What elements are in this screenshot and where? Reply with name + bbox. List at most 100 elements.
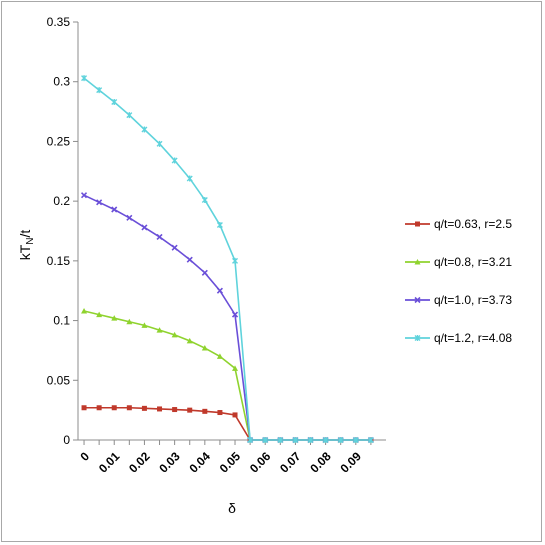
x-tick-label: 0.01 — [96, 449, 123, 476]
legend-label: q/t=0.63, r=2.5 — [434, 217, 512, 231]
data-point — [277, 437, 284, 443]
x-tick-label: 0.09 — [338, 449, 365, 476]
data-point — [307, 437, 314, 443]
data-point — [111, 315, 118, 321]
y-axis-title-base: kT — [17, 244, 33, 260]
x-axis: 0 0.01 0.02 0.03 0.04 0.05 0.06 0.07 0.08 0.09 — [78, 439, 386, 476]
data-point — [171, 331, 178, 338]
data-point — [171, 244, 178, 251]
data-point — [126, 318, 133, 325]
data-point — [187, 407, 193, 413]
x-tick-label: 0.06 — [247, 449, 274, 476]
legend-label: q/t=1.0, r=3.73 — [434, 293, 512, 307]
data-point — [232, 365, 239, 371]
data-point — [96, 87, 103, 94]
legend-item: q/t=1.2, r=4.08 — [405, 331, 512, 345]
x-axis-title: δ — [228, 500, 236, 516]
data-point — [171, 157, 178, 164]
data-point — [141, 322, 148, 328]
data-point — [156, 140, 163, 147]
data-point — [414, 296, 421, 304]
data-point — [216, 222, 223, 229]
x-tick-label: 0.02 — [126, 449, 153, 476]
data-point — [126, 214, 133, 221]
x-tick-label: 0 — [78, 449, 93, 464]
data-point — [141, 126, 148, 133]
y-tick-label: 0.15 — [47, 254, 71, 268]
data-point — [156, 327, 163, 333]
y-tick-label: 0.25 — [47, 134, 71, 148]
data-point — [262, 437, 269, 443]
data-point — [186, 337, 193, 344]
legend-label: q/t=1.2, r=4.08 — [434, 331, 512, 345]
data-point — [96, 311, 103, 318]
data-point — [232, 257, 239, 264]
data-point — [337, 437, 344, 443]
data-point — [81, 405, 87, 411]
data-point — [156, 233, 163, 241]
series-line — [84, 406, 371, 441]
y-axis-title: kTN/t — [17, 230, 36, 261]
data-point — [141, 405, 147, 411]
data-point — [80, 192, 88, 199]
legend-label: q/t=0.8, r=3.21 — [434, 255, 512, 269]
data-point — [216, 353, 223, 359]
data-point — [202, 408, 208, 414]
series-line — [83, 310, 371, 441]
data-point — [231, 311, 239, 318]
data-point — [96, 199, 103, 206]
x-tick-label: 0.05 — [217, 449, 244, 476]
data-point — [111, 206, 118, 213]
data-point — [96, 405, 102, 411]
legend-item: q/t=1.0, r=3.73 — [405, 293, 512, 307]
data-point — [141, 224, 148, 231]
series-layer — [80, 75, 374, 444]
data-point — [247, 437, 254, 443]
data-point — [111, 99, 118, 106]
data-point — [216, 287, 223, 294]
y-tick-label: 0 — [63, 433, 70, 447]
data-point — [81, 75, 88, 82]
y-tick-label: 0.3 — [53, 75, 70, 89]
x-tick-label: 0.07 — [277, 449, 304, 476]
y-axis-title-tail: /t — [17, 230, 33, 238]
data-point — [415, 221, 420, 227]
y-tick-label: 0.35 — [47, 15, 71, 29]
data-point — [126, 405, 132, 411]
data-point — [157, 406, 163, 412]
series-line — [83, 77, 371, 441]
x-tick-label: 0.04 — [187, 449, 214, 476]
data-point — [414, 335, 421, 341]
data-point — [201, 196, 208, 203]
legend: q/t=0.63, r=2.5 q/t=0.8, r=3.21 q/t=1.0, r… — [405, 217, 512, 345]
data-point — [367, 437, 374, 443]
y-axis: 0 0.05 0.1 0.15 0.2 0.25 0.3 0.35 — [47, 15, 79, 447]
data-point — [322, 437, 329, 443]
data-point — [126, 112, 133, 119]
data-point — [232, 412, 238, 418]
x-tick-label: 0.03 — [156, 449, 183, 476]
series-4 — [81, 75, 374, 443]
data-point — [111, 405, 117, 411]
series-line — [83, 194, 371, 441]
data-point — [172, 407, 178, 413]
series-1 — [81, 405, 374, 443]
data-point — [201, 345, 208, 351]
series-2 — [81, 308, 374, 443]
data-point — [201, 269, 208, 276]
legend-item: q/t=0.8, r=3.21 — [405, 255, 512, 269]
y-tick-label: 0.05 — [47, 373, 71, 387]
data-point — [292, 437, 299, 443]
y-tick-label: 0.1 — [53, 314, 70, 328]
y-tick-label: 0.2 — [53, 194, 70, 208]
data-point — [186, 175, 193, 182]
series-3 — [80, 192, 374, 444]
data-point — [352, 437, 359, 443]
data-point — [217, 410, 223, 416]
legend-item: q/t=0.63, r=2.5 — [405, 217, 512, 231]
x-tick-label: 0.08 — [307, 449, 334, 476]
data-point — [81, 308, 88, 314]
data-point — [186, 256, 193, 263]
